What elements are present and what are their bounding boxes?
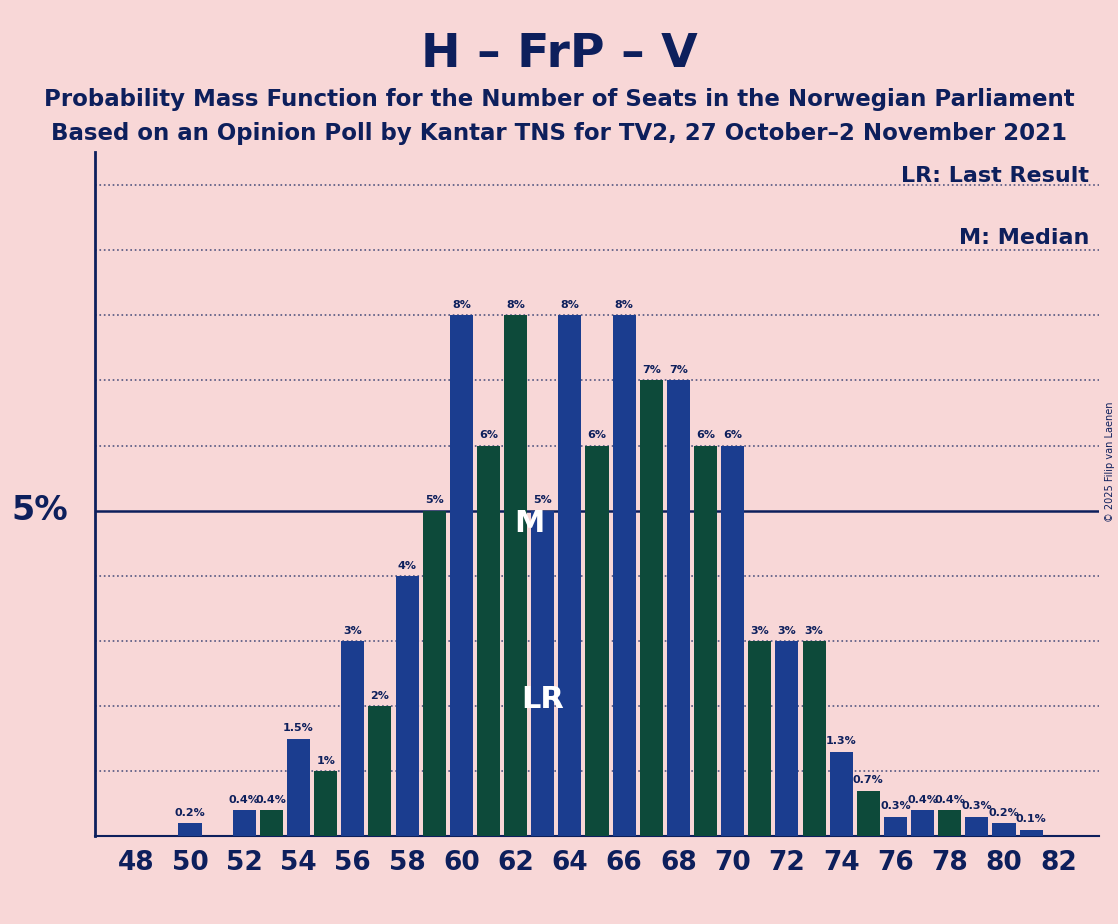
Text: M: M	[514, 509, 544, 538]
Bar	[504, 315, 528, 836]
Text: 0.2%: 0.2%	[988, 808, 1020, 818]
Text: 1.5%: 1.5%	[283, 723, 314, 734]
Text: 0.4%: 0.4%	[256, 795, 287, 805]
Text: H – FrP – V: H – FrP – V	[420, 32, 698, 78]
Bar	[423, 511, 446, 836]
Bar	[911, 810, 935, 836]
Text: 0.3%: 0.3%	[961, 801, 992, 811]
Text: 2%: 2%	[370, 691, 389, 700]
Text: Based on an Opinion Poll by Kantar TNS for TV2, 27 October–2 November 2021: Based on an Opinion Poll by Kantar TNS f…	[51, 122, 1067, 145]
Bar	[259, 810, 283, 836]
Text: 5%: 5%	[533, 495, 552, 505]
Bar	[233, 810, 256, 836]
Bar	[993, 823, 1015, 836]
Text: 0.1%: 0.1%	[1016, 814, 1046, 824]
Text: 3%: 3%	[343, 626, 362, 636]
Bar	[287, 738, 310, 836]
Bar	[748, 641, 771, 836]
Text: 3%: 3%	[778, 626, 796, 636]
Bar	[666, 381, 690, 836]
Text: 6%: 6%	[697, 431, 716, 441]
Bar	[965, 817, 988, 836]
Text: 0.3%: 0.3%	[880, 801, 911, 811]
Text: 0.4%: 0.4%	[229, 795, 259, 805]
Text: 8%: 8%	[560, 300, 579, 310]
Text: 1%: 1%	[316, 756, 335, 766]
Bar	[179, 823, 201, 836]
Text: 8%: 8%	[506, 300, 525, 310]
Text: 0.4%: 0.4%	[935, 795, 965, 805]
Text: 5%: 5%	[425, 495, 444, 505]
Bar	[449, 315, 473, 836]
Text: LR: Last Result: LR: Last Result	[901, 166, 1089, 186]
Text: 0.7%: 0.7%	[853, 775, 883, 785]
Text: 6%: 6%	[723, 431, 742, 441]
Bar	[558, 315, 581, 836]
Text: 6%: 6%	[588, 431, 606, 441]
Bar	[369, 706, 391, 836]
Bar	[396, 576, 418, 836]
Text: 7%: 7%	[642, 365, 661, 375]
Text: 1.3%: 1.3%	[826, 736, 856, 747]
Bar	[776, 641, 798, 836]
Text: 0.4%: 0.4%	[907, 795, 938, 805]
Bar	[314, 772, 338, 836]
Bar	[721, 445, 745, 836]
Bar	[639, 381, 663, 836]
Bar	[613, 315, 636, 836]
Text: 3%: 3%	[750, 626, 769, 636]
Bar	[586, 445, 608, 836]
Text: 8%: 8%	[615, 300, 634, 310]
Text: 7%: 7%	[669, 365, 688, 375]
Bar	[341, 641, 364, 836]
Bar	[694, 445, 717, 836]
Text: 3%: 3%	[805, 626, 824, 636]
Text: 8%: 8%	[452, 300, 471, 310]
Bar	[531, 511, 555, 836]
Text: Probability Mass Function for the Number of Seats in the Norwegian Parliament: Probability Mass Function for the Number…	[44, 88, 1074, 111]
Bar	[830, 751, 853, 836]
Bar	[1020, 830, 1043, 836]
Text: 6%: 6%	[479, 431, 498, 441]
Text: 4%: 4%	[398, 561, 417, 570]
Bar	[856, 791, 880, 836]
Text: M: Median: M: Median	[958, 227, 1089, 248]
Text: LR: LR	[521, 685, 565, 714]
Bar	[477, 445, 500, 836]
Bar	[884, 817, 907, 836]
Bar	[938, 810, 961, 836]
Text: © 2025 Filip van Laenen: © 2025 Filip van Laenen	[1106, 402, 1115, 522]
Bar	[803, 641, 825, 836]
Text: 0.2%: 0.2%	[174, 808, 206, 818]
Text: 5%: 5%	[11, 494, 68, 527]
